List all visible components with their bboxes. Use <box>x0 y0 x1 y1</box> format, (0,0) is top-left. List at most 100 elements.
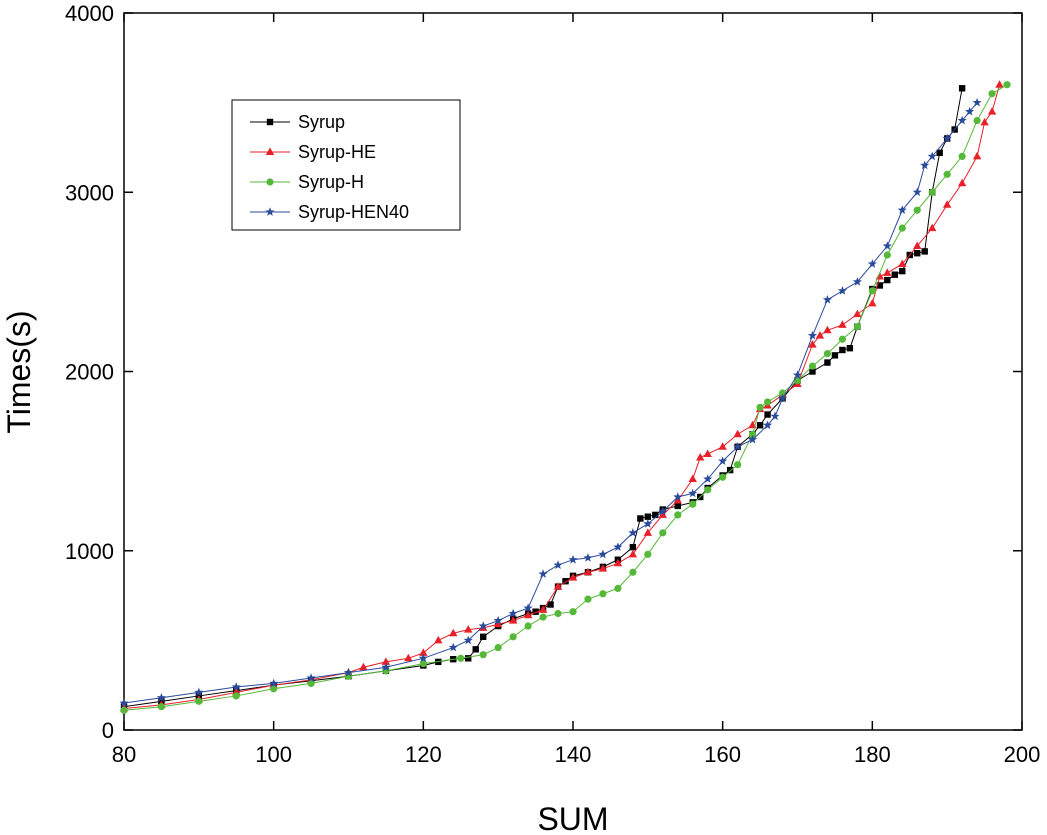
series-syrup-hen40 <box>119 97 982 707</box>
legend-marker-syrup-he <box>265 147 275 155</box>
data-point-syrup-hen40 <box>231 682 241 691</box>
data-point-syrup-he <box>995 80 1004 88</box>
data-point-syrup-h <box>629 568 637 576</box>
data-point-syrup-h <box>958 152 966 160</box>
legend-label-syrup: Syrup <box>298 112 345 132</box>
data-point-syrup <box>824 359 831 366</box>
data-point-syrup <box>637 515 644 522</box>
data-point-syrup <box>472 646 479 653</box>
data-point-syrup-hen40 <box>343 667 354 677</box>
data-point-syrup <box>884 276 891 284</box>
data-point-syrup-hen40 <box>822 295 832 304</box>
legend-marker-syrup <box>266 118 274 126</box>
data-point-syrup-he <box>688 474 697 483</box>
data-point-syrup-h <box>868 287 876 295</box>
data-point-syrup-he <box>696 453 705 461</box>
data-point-syrup <box>936 149 943 157</box>
data-point-syrup-he <box>449 628 458 637</box>
y-axis-title: Times(s) <box>1 310 37 433</box>
data-point-syrup-h <box>763 398 772 406</box>
data-point-syrup-h <box>509 633 517 641</box>
legend-label-syrup-h: Syrup-H <box>298 172 364 192</box>
data-point-syrup-he <box>703 449 712 457</box>
data-point-syrup-hen40 <box>792 370 803 379</box>
data-point-syrup-hen40 <box>508 608 518 618</box>
data-point-syrup <box>891 271 898 278</box>
data-point-syrup-h <box>719 473 727 481</box>
data-point-syrup-hen40 <box>418 653 428 663</box>
data-point-syrup-he <box>553 582 563 590</box>
data-point-syrup-h <box>853 323 861 331</box>
data-point-syrup-h <box>644 550 652 558</box>
data-point-syrup-he <box>972 151 982 160</box>
data-point-syrup <box>914 249 921 257</box>
data-point-syrup-h <box>823 349 832 358</box>
data-point-syrup-h <box>614 584 622 592</box>
data-point-syrup-h <box>419 660 427 668</box>
data-point-syrup-hen40 <box>777 393 788 403</box>
y-tick-label: 2000 <box>65 360 114 385</box>
data-point-syrup-h <box>569 608 577 616</box>
data-point-syrup-hen40 <box>748 434 758 444</box>
data-point-syrup <box>629 543 637 551</box>
data-point-syrup <box>562 578 569 585</box>
data-point-syrup-he <box>957 178 967 187</box>
data-point-syrup-hen40 <box>807 330 818 340</box>
y-tick-label: 4000 <box>65 1 114 26</box>
data-point-syrup-hen40 <box>882 241 892 250</box>
data-point-syrup-h <box>195 697 203 705</box>
data-point-syrup-he <box>658 510 667 518</box>
data-point-syrup-he <box>718 442 727 450</box>
legend-entry-syrup: Syrup <box>250 112 345 132</box>
data-point-syrup-hen40 <box>920 160 930 170</box>
data-point-syrup-hen40 <box>448 642 458 652</box>
data-point-syrup-he <box>815 331 825 339</box>
data-point-syrup-h <box>808 362 817 370</box>
legend-entry-syrup-he: Syrup-HE <box>250 142 376 162</box>
data-point-syrup-he <box>523 610 533 619</box>
data-point-syrup-hen40 <box>156 692 166 702</box>
data-point-syrup-he <box>868 298 877 307</box>
data-point-syrup-h <box>479 651 487 659</box>
data-point-syrup-he <box>434 635 443 644</box>
data-point-syrup-hen40 <box>965 106 975 116</box>
data-point-syrup-he <box>538 605 548 613</box>
data-point-syrup-hen40 <box>770 411 780 421</box>
data-point-syrup-hen40 <box>119 698 129 707</box>
series-line-syrup-hen40 <box>123 102 978 704</box>
x-tick-label: 100 <box>255 742 292 767</box>
data-point-syrup-he <box>404 653 413 662</box>
legend: Syrup Syrup-HE Syrup-H Syrup-HEN40 <box>231 99 461 231</box>
legend-entries: Syrup Syrup-HE Syrup-H Syrup-HEN40 <box>250 112 409 222</box>
data-point-syrup-hen40 <box>463 635 473 645</box>
data-point-syrup-hen40 <box>658 506 668 516</box>
x-tick-label: 120 <box>405 742 442 767</box>
data-point-syrup-he <box>359 662 368 671</box>
data-point-syrup-hen40 <box>673 492 683 501</box>
data-point-syrup-hen40 <box>269 678 279 688</box>
data-point-syrup-he <box>673 496 682 504</box>
data-point-syrup-he <box>808 340 817 348</box>
data-point-syrup <box>958 85 966 92</box>
data-point-syrup-h <box>928 188 936 196</box>
data-point-syrup-hen40 <box>957 115 967 125</box>
data-point-syrup-hen40 <box>972 97 982 107</box>
data-point-syrup-he <box>883 268 892 276</box>
data-point-syrup <box>831 352 839 359</box>
data-point-syrup <box>532 608 539 615</box>
data-point-syrup-he <box>823 325 832 334</box>
data-point-syrup-h <box>307 679 315 687</box>
data-point-syrup-hen40 <box>523 603 533 612</box>
data-point-syrup-h <box>554 609 562 618</box>
data-point-syrup-hen40 <box>583 553 593 562</box>
data-point-syrup-hen40 <box>867 259 877 268</box>
legend-label-syrup-he: Syrup-HE <box>298 142 376 162</box>
data-point-syrup-he <box>568 573 578 581</box>
y-tick-label: 0 <box>102 718 114 743</box>
data-point-syrup-he <box>598 564 608 572</box>
data-point-syrup-h <box>988 90 996 98</box>
data-point-syrup-hen40 <box>718 456 728 466</box>
data-point-syrup-h <box>457 654 465 662</box>
